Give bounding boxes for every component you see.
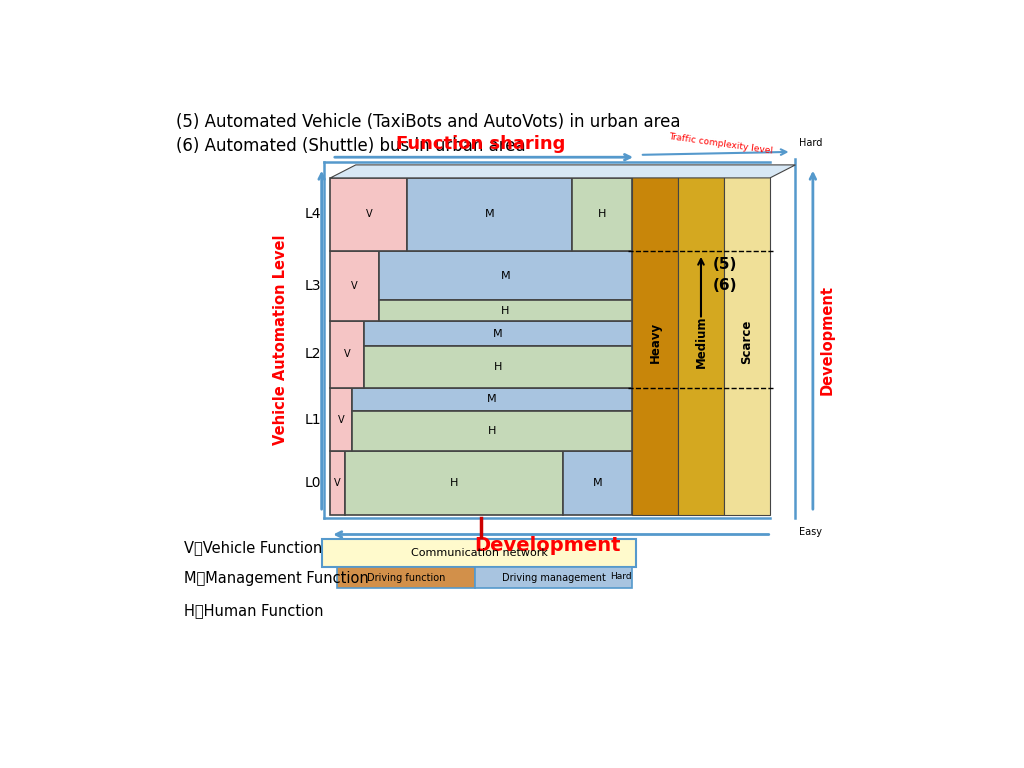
Bar [331, 251, 379, 321]
Text: Development: Development [474, 535, 621, 554]
Text: (6) Automated (Shuttle) bus in urban area: (6) Automated (Shuttle) bus in urban are… [176, 137, 525, 154]
Text: M: M [493, 329, 503, 339]
Text: (5): (5) [713, 257, 737, 272]
Bar [632, 169, 678, 515]
Text: V: V [344, 349, 350, 359]
Text: H: H [598, 210, 606, 220]
Text: Driving function: Driving function [367, 573, 445, 583]
Text: Vehicle Automation Level: Vehicle Automation Level [272, 235, 288, 445]
Text: L4: L4 [305, 207, 322, 221]
Text: Hard: Hard [610, 571, 632, 581]
Bar [408, 178, 571, 251]
Bar [364, 321, 632, 346]
Bar [323, 538, 636, 567]
Text: Medium: Medium [694, 316, 708, 369]
Text: M：Management Function: M：Management Function [183, 571, 369, 586]
Text: Communication network: Communication network [411, 548, 548, 558]
Text: V: V [338, 415, 344, 425]
Text: (6): (6) [713, 278, 737, 293]
Text: V: V [334, 478, 341, 488]
Text: Easy: Easy [800, 527, 822, 537]
Text: V：Vehicle Function: V：Vehicle Function [183, 540, 322, 555]
Bar [345, 452, 563, 515]
Bar [678, 169, 724, 515]
Polygon shape [331, 165, 796, 178]
Text: M: M [501, 270, 510, 280]
Text: H: H [487, 426, 497, 436]
Bar [364, 346, 632, 388]
Text: Development: Development [819, 285, 835, 395]
Bar [475, 567, 632, 588]
Text: Heavy: Heavy [648, 322, 662, 362]
Bar [331, 178, 408, 251]
Bar [331, 388, 352, 452]
Text: L2: L2 [305, 347, 322, 362]
Text: H: H [501, 306, 510, 316]
Bar [379, 251, 632, 300]
Text: M: M [484, 210, 495, 220]
Text: Scarce: Scarce [740, 319, 754, 364]
Text: L3: L3 [305, 279, 322, 293]
Bar [352, 411, 632, 452]
Text: M: M [593, 478, 602, 488]
Bar [331, 321, 364, 388]
Bar [337, 567, 475, 588]
Text: H: H [494, 362, 502, 372]
Text: V: V [366, 210, 372, 220]
Bar [352, 388, 632, 411]
Text: H：Human Function: H：Human Function [183, 603, 323, 617]
Text: V: V [351, 281, 357, 291]
Text: Traffic complexity level: Traffic complexity level [668, 132, 773, 156]
Text: Driving management: Driving management [502, 573, 605, 583]
Text: L0: L0 [305, 476, 322, 490]
Text: H: H [450, 478, 459, 488]
Bar [724, 169, 770, 515]
Text: Function sharing: Function sharing [396, 135, 566, 153]
Text: (5) Automated Vehicle (TaxiBots and AutoVots) in urban area: (5) Automated Vehicle (TaxiBots and Auto… [176, 113, 680, 131]
Bar [563, 452, 632, 515]
Text: M: M [487, 394, 497, 404]
Bar [379, 300, 632, 321]
Text: Hard: Hard [800, 138, 822, 148]
Bar [331, 452, 345, 515]
Text: L1: L1 [304, 412, 322, 426]
Bar [571, 178, 632, 251]
